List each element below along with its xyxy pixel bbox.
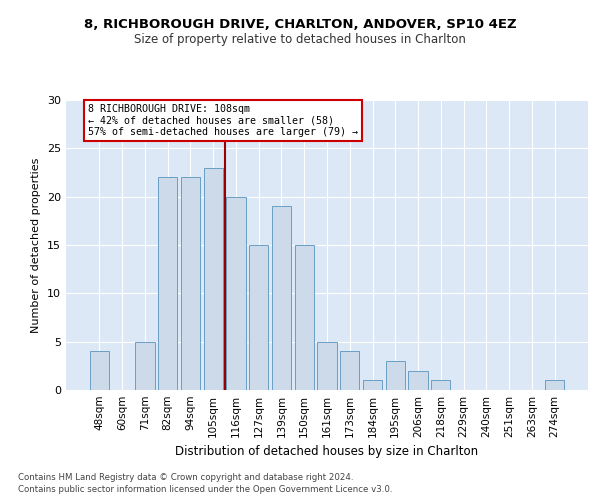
Bar (135, 342, 155, 390)
X-axis label: Distribution of detached houses by size in Charlton: Distribution of detached houses by size … (175, 446, 479, 458)
Bar (317, 342, 337, 390)
Bar (249, 245, 268, 390)
Bar (90, 352, 109, 390)
Bar (340, 352, 359, 390)
Bar (158, 178, 178, 390)
Bar (272, 206, 291, 390)
Text: Size of property relative to detached houses in Charlton: Size of property relative to detached ho… (134, 32, 466, 46)
Bar (409, 370, 428, 390)
Bar (545, 380, 564, 390)
Bar (203, 168, 223, 390)
Text: Contains HM Land Registry data © Crown copyright and database right 2024.: Contains HM Land Registry data © Crown c… (18, 472, 353, 482)
Text: Contains public sector information licensed under the Open Government Licence v3: Contains public sector information licen… (18, 485, 392, 494)
Y-axis label: Number of detached properties: Number of detached properties (31, 158, 41, 332)
Bar (363, 380, 382, 390)
Bar (431, 380, 451, 390)
Bar (386, 361, 405, 390)
Bar (226, 196, 245, 390)
Bar (181, 178, 200, 390)
Text: 8 RICHBOROUGH DRIVE: 108sqm
← 42% of detached houses are smaller (58)
57% of sem: 8 RICHBOROUGH DRIVE: 108sqm ← 42% of det… (88, 104, 358, 137)
Bar (295, 245, 314, 390)
Text: 8, RICHBOROUGH DRIVE, CHARLTON, ANDOVER, SP10 4EZ: 8, RICHBOROUGH DRIVE, CHARLTON, ANDOVER,… (83, 18, 517, 30)
